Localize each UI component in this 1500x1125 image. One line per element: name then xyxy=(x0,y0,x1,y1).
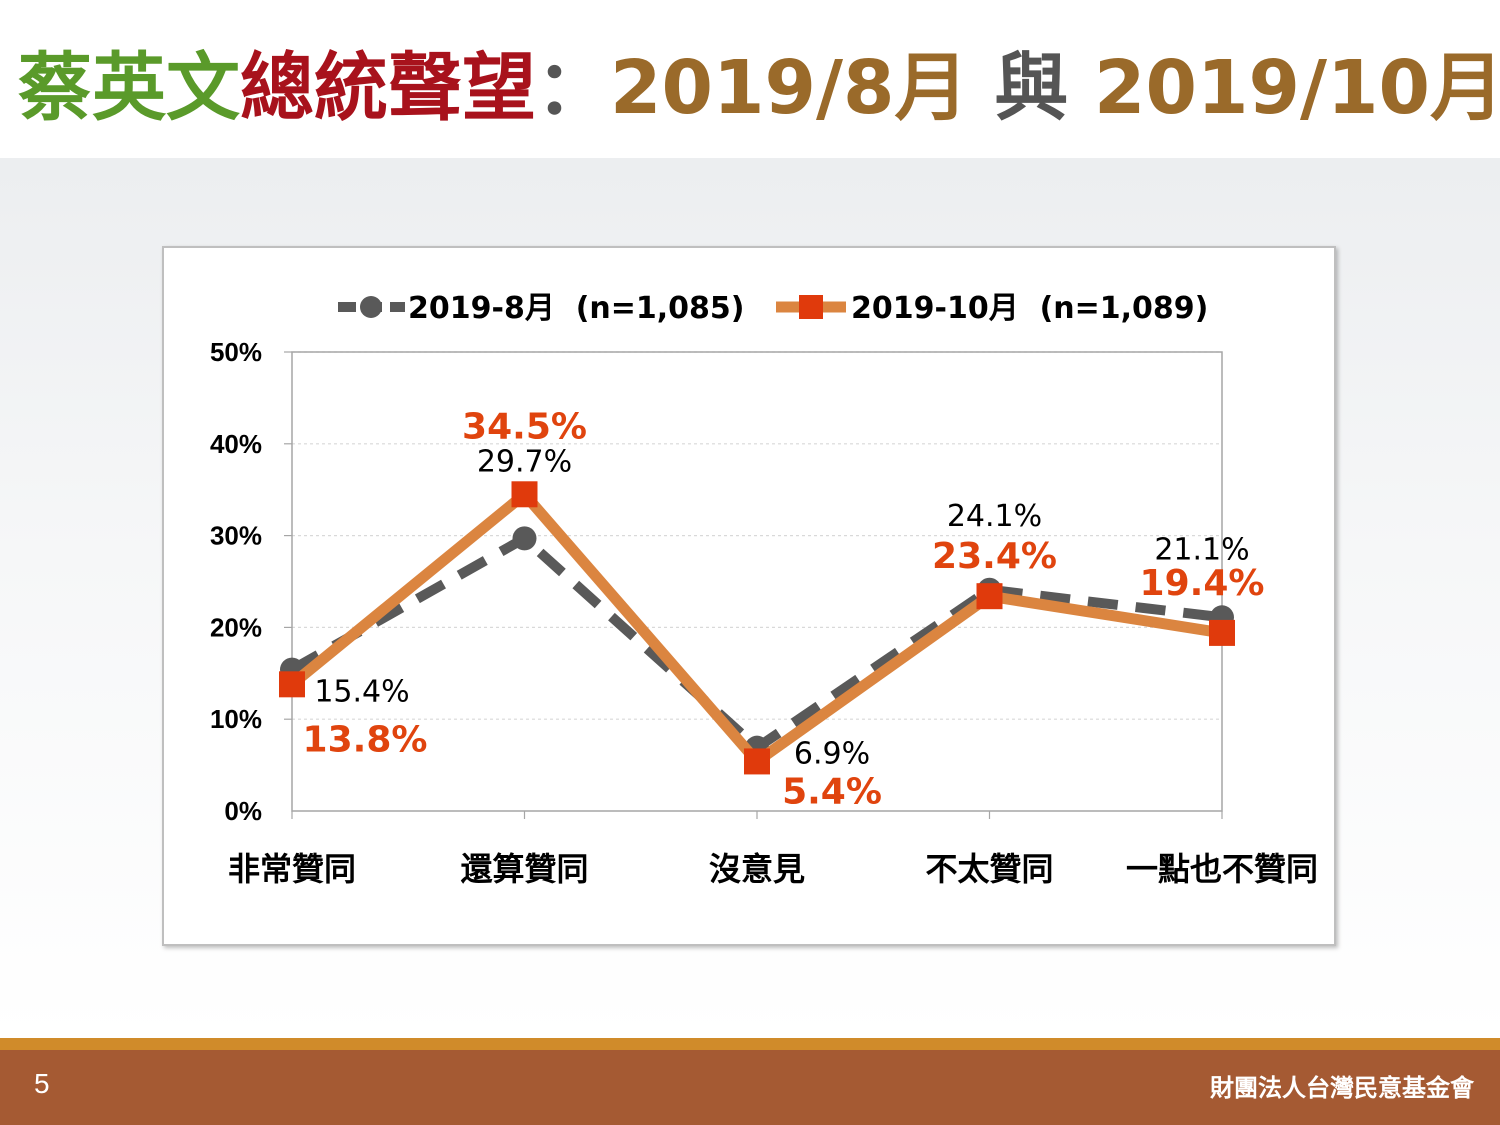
title-part-date1: 2019/8月 xyxy=(610,45,969,131)
y-tick-label: 10% xyxy=(210,704,262,734)
y-tick-label: 20% xyxy=(210,612,262,642)
data-label-2019-08: 21.1% xyxy=(1154,532,1249,567)
title-part-name: 蔡英文 xyxy=(18,45,240,131)
line-chart: 0% 10% 20% 30% 40% 50% 非常贊同 還算贊同 沒意見 不太贊同 一點也不贊同 15… xyxy=(210,291,1318,888)
data-label-2019-08: 24.1% xyxy=(947,499,1042,534)
x-category-label: 非常贊同 xyxy=(228,850,356,888)
legend-marker-2019-10 xyxy=(799,295,823,319)
x-category-label: 沒意見 xyxy=(709,850,805,888)
legend-label-2019-10: 2019-10月 (n=1,089) xyxy=(851,291,1208,326)
chart-frame xyxy=(162,246,1336,946)
x-category-label: 不太贊同 xyxy=(925,850,1053,888)
organization-name: 財團法人台灣民意基金會 xyxy=(1210,1074,1474,1102)
y-tick-label: 50% xyxy=(210,337,262,367)
series-point-2019-10 xyxy=(976,583,1003,610)
title-part-approval: 總統聲望 xyxy=(240,45,536,131)
series-point-2019-10 xyxy=(744,748,770,775)
title-part-date2: 2019/10月 xyxy=(1094,45,1500,131)
x-category-label: 一點也不贊同 xyxy=(1126,850,1318,888)
data-label-2019-10: 19.4% xyxy=(1140,563,1265,604)
data-label-2019-08: 29.7% xyxy=(477,444,572,479)
footer-bar xyxy=(0,1050,1500,1125)
series-point-2019-10 xyxy=(1209,619,1235,646)
data-label-2019-10: 34.5% xyxy=(462,406,587,447)
series-point-2019-08 xyxy=(512,526,537,551)
data-label-2019-10: 13.8% xyxy=(303,719,428,760)
title-band: 蔡英文總統聲望：2019/8月 與 2019/10月 xyxy=(0,0,1500,158)
title-part-and: 與 xyxy=(968,45,1095,131)
footer-accent-line xyxy=(0,1038,1500,1050)
y-tick-label: 40% xyxy=(210,429,262,459)
series-point-2019-10 xyxy=(511,481,538,508)
legend-label-2019-08: 2019-8月 (n=1,085) xyxy=(408,291,745,326)
slide-title: 蔡英文總統聲望：2019/8月 與 2019/10月 xyxy=(18,38,1500,138)
data-label-2019-10: 23.4% xyxy=(932,536,1057,577)
data-label-2019-08: 15.4% xyxy=(314,675,409,710)
y-tick-label: 30% xyxy=(210,521,262,551)
page-number: 5 xyxy=(34,1068,50,1099)
legend-marker-2019-08 xyxy=(360,296,382,318)
title-separator: ： xyxy=(536,45,610,131)
data-label-2019-08: 6.9% xyxy=(794,737,870,772)
x-category-label: 還算贊同 xyxy=(460,850,588,888)
data-label-2019-10: 5.4% xyxy=(782,771,882,812)
y-tick-label: 0% xyxy=(224,796,262,826)
series-point-2019-10 xyxy=(279,671,305,698)
